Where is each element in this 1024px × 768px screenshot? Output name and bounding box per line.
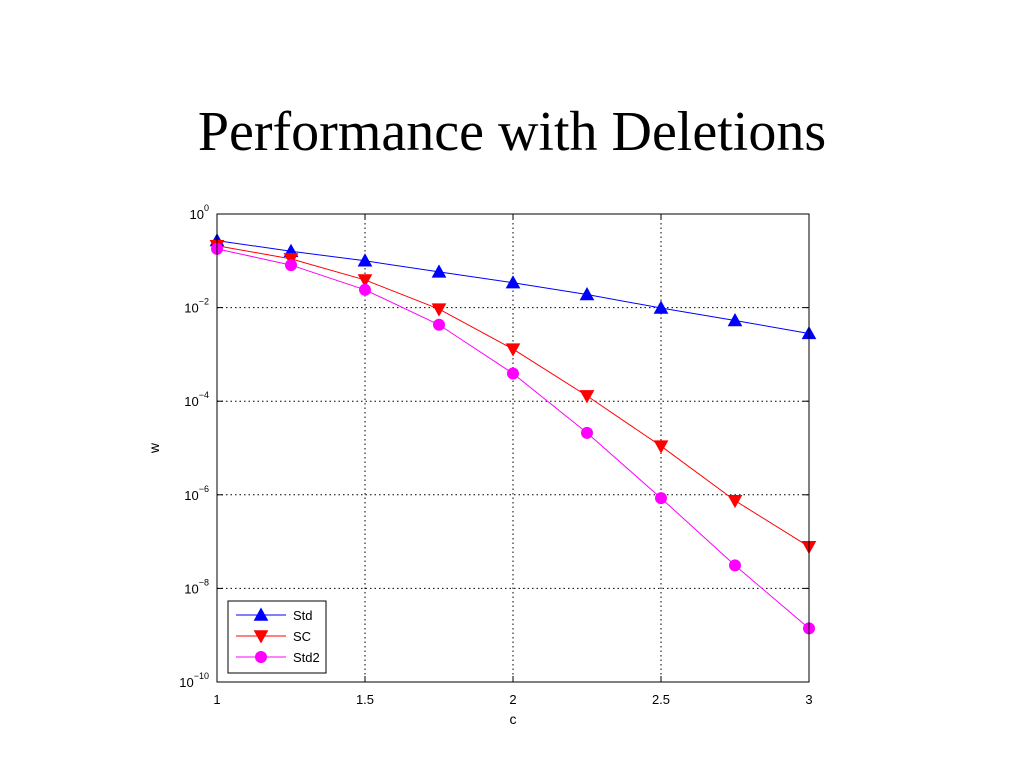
legend-marker-sc bbox=[253, 630, 269, 644]
data-point-std bbox=[579, 287, 595, 301]
data-point-std2 bbox=[507, 367, 519, 380]
data-point-std2 bbox=[655, 492, 667, 505]
legend: Std SC Std2 bbox=[227, 600, 327, 674]
y-tick-label: 10−2 bbox=[184, 297, 209, 316]
x-axis-label: c bbox=[510, 711, 517, 727]
x-tick-label: 1.5 bbox=[356, 692, 374, 707]
legend-label-std: Std bbox=[293, 608, 313, 623]
x-tick-label: 3 bbox=[805, 692, 812, 707]
data-point-sc bbox=[505, 343, 521, 357]
data-point-std bbox=[357, 253, 373, 267]
legend-label-sc: SC bbox=[293, 629, 311, 644]
legend-item-std2: Std2 bbox=[236, 650, 320, 665]
series-line-std2 bbox=[216, 248, 810, 629]
data-point-sc bbox=[579, 390, 595, 404]
x-tick-label: 1 bbox=[213, 692, 220, 707]
data-point-std2 bbox=[433, 318, 445, 331]
x-tick-label: 2.5 bbox=[652, 692, 670, 707]
data-point-std2 bbox=[359, 283, 371, 296]
data-point-sc bbox=[431, 303, 447, 317]
legend-label-std2: Std2 bbox=[293, 650, 320, 665]
x-tick-label: 2 bbox=[509, 692, 516, 707]
axis-ticks: 1 1.5 2 2.5 3 100 10−2 10−4 10−6 10−8 10−10 bbox=[179, 203, 812, 707]
legend-marker-std2 bbox=[255, 651, 267, 663]
data-point-std2 bbox=[581, 426, 593, 439]
y-tick-label: 10−10 bbox=[179, 671, 209, 690]
data-point-std bbox=[505, 275, 521, 289]
legend-item-std: Std bbox=[236, 607, 313, 623]
y-tick-label: 100 bbox=[190, 203, 209, 222]
plot-series bbox=[209, 233, 817, 635]
data-point-std bbox=[727, 312, 743, 327]
series-std bbox=[209, 233, 817, 340]
legend-item-sc: SC bbox=[236, 629, 311, 644]
data-point-sc bbox=[653, 440, 669, 454]
data-point-std bbox=[653, 300, 669, 314]
y-tick-label: 10−8 bbox=[184, 577, 209, 596]
y-tick-label: 10−4 bbox=[184, 390, 209, 409]
y-axis-label: w bbox=[146, 442, 162, 454]
legend-box bbox=[227, 600, 327, 674]
slide-title: Performance with Deletions bbox=[197, 101, 827, 163]
data-point-sc bbox=[727, 494, 743, 509]
data-point-std2 bbox=[729, 559, 741, 572]
legend-marker-std bbox=[253, 607, 269, 621]
data-point-sc bbox=[357, 274, 373, 288]
data-point-std bbox=[431, 264, 447, 278]
y-tick-label: 10−6 bbox=[184, 484, 209, 503]
data-point-std2 bbox=[285, 259, 297, 272]
